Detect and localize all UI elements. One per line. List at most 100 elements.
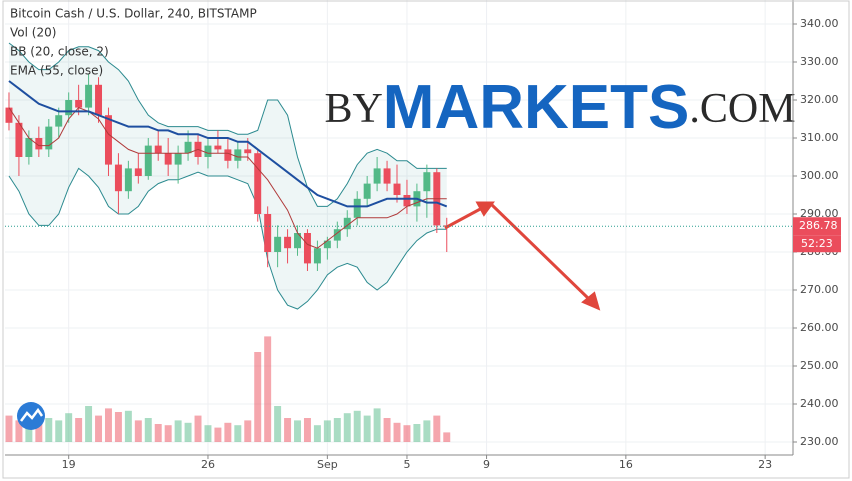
volume-bar xyxy=(343,413,351,442)
watermark-main: MARKETS xyxy=(383,73,690,142)
volume-bar xyxy=(363,415,371,442)
candle-body xyxy=(323,240,331,249)
volume-bar xyxy=(95,415,103,442)
indicator-label: EMA (55, close) xyxy=(10,64,103,78)
volume-bar xyxy=(35,424,43,442)
y-tick-label: 250.00 xyxy=(800,359,839,372)
candle-body xyxy=(85,84,93,108)
watermark: BYMARKETS.COM xyxy=(324,73,795,142)
arrow-line xyxy=(490,203,592,302)
candles xyxy=(5,73,451,271)
candle-body xyxy=(184,141,192,154)
volume-bar xyxy=(15,420,23,442)
countdown-box xyxy=(793,235,841,253)
volume-bar xyxy=(104,408,112,442)
candle-body xyxy=(343,217,351,230)
indicator-lines xyxy=(8,80,448,249)
volume-bar xyxy=(264,336,272,442)
candle-body xyxy=(383,168,391,184)
volume-bar xyxy=(244,420,252,442)
candle-body xyxy=(423,172,431,192)
last-price-label: 286.78 xyxy=(799,219,838,232)
candle-body xyxy=(154,145,162,154)
candle-body xyxy=(274,236,282,252)
bb-upper xyxy=(8,42,447,207)
x-tick-label: 26 xyxy=(201,458,215,471)
y-tick-label: 320.00 xyxy=(800,93,839,106)
candle-body xyxy=(214,145,222,150)
volume-bar xyxy=(214,427,222,442)
y-tick-label: 310.00 xyxy=(800,131,839,144)
candle-body xyxy=(234,149,242,161)
candle-body xyxy=(254,153,262,214)
watermark-prefix: BY xyxy=(324,86,382,132)
volume-bar xyxy=(184,422,192,442)
annotation-arrows xyxy=(444,201,601,311)
candle-body xyxy=(55,115,63,127)
volume-bar xyxy=(164,425,172,442)
y-tick-label: 270.00 xyxy=(800,283,839,296)
candle-body xyxy=(333,229,341,241)
candle-body xyxy=(284,236,292,249)
candle-body xyxy=(65,100,73,116)
volume-bar xyxy=(134,420,142,442)
volume-bar xyxy=(55,420,63,442)
axes: 230.00240.00250.00260.00270.00280.00290.… xyxy=(5,17,841,471)
volume-bar xyxy=(194,415,202,442)
volume-bar xyxy=(274,406,282,442)
y-tick-label: 290.00 xyxy=(800,207,839,220)
x-tick-label: 5 xyxy=(403,458,410,471)
volume-bar xyxy=(323,420,331,442)
volume-bar xyxy=(45,418,53,442)
volume xyxy=(5,336,451,442)
arrow-line xyxy=(444,205,485,230)
volume-bar xyxy=(124,410,132,442)
candle-body xyxy=(144,145,152,176)
volume-bar xyxy=(393,422,401,442)
volume-bar xyxy=(294,420,301,442)
volume-bar xyxy=(5,415,13,442)
volume-bar xyxy=(224,422,232,442)
candle-body xyxy=(25,138,33,157)
volume-bar xyxy=(423,420,431,442)
candle-body xyxy=(45,126,53,150)
candle-body xyxy=(353,198,361,218)
candle-body xyxy=(164,153,172,165)
candle-body xyxy=(75,100,83,108)
x-tick-label: 16 xyxy=(619,458,633,471)
last-price-box xyxy=(793,217,841,236)
x-tick-label: 9 xyxy=(483,458,490,471)
candle-body xyxy=(35,138,43,150)
candle-body xyxy=(264,214,272,252)
candle-body xyxy=(204,145,212,157)
chart-title: Bitcoin Cash / U.S. Dollar, 240, BITSTAM… xyxy=(10,7,257,21)
candle-body xyxy=(244,149,252,154)
volume-bar xyxy=(254,352,262,442)
candle-body xyxy=(294,233,301,249)
volume-bar xyxy=(144,418,152,442)
candle-body xyxy=(363,183,371,199)
candle-body xyxy=(5,107,13,123)
x-tick-label: 23 xyxy=(758,458,772,471)
volume-bar xyxy=(204,425,212,442)
candle-body xyxy=(373,168,381,184)
volume-bar xyxy=(303,418,311,442)
candle-body xyxy=(124,168,132,192)
volume-bar xyxy=(353,410,361,442)
logo xyxy=(17,402,45,430)
logo-icon xyxy=(20,407,44,422)
candle-body xyxy=(393,183,401,195)
candle-body xyxy=(114,164,122,192)
x-tick-label: 19 xyxy=(62,458,76,471)
candle-body xyxy=(174,153,182,165)
volume-bar xyxy=(313,425,321,442)
ema-line xyxy=(8,80,448,208)
volume-bar xyxy=(383,418,391,442)
watermark-suffix: .COM xyxy=(689,86,795,132)
volume-bar xyxy=(174,420,182,442)
y-tick-label: 330.00 xyxy=(800,55,839,68)
arrow-head xyxy=(581,291,601,311)
